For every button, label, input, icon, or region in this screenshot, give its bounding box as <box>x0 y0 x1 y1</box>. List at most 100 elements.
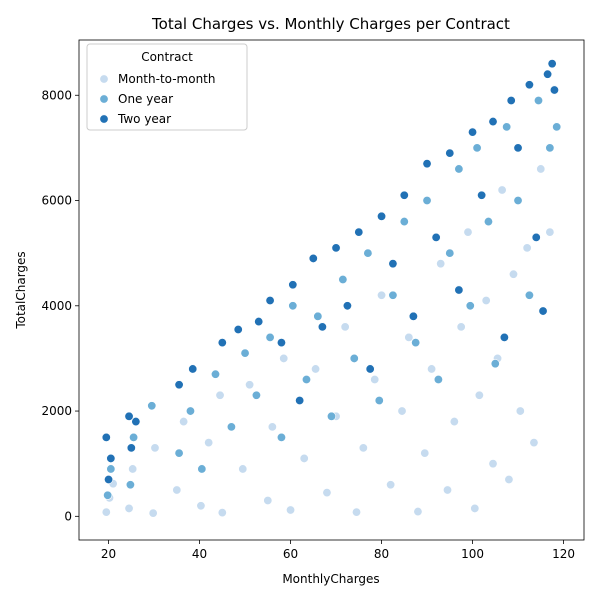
y-tick-label-3: 6000 <box>41 194 72 208</box>
data-point-s0-35 <box>443 485 453 495</box>
x-axis-label: MonthlyCharges <box>282 572 379 586</box>
data-point-s1-17 <box>326 411 336 421</box>
data-point-s0-42 <box>488 459 498 469</box>
data-point-s0-3 <box>124 503 134 513</box>
data-point-s2-27 <box>445 148 455 158</box>
y-tick-label-0: 0 <box>64 509 72 523</box>
legend-marker-2 <box>99 114 109 124</box>
data-point-s1-31 <box>483 217 493 227</box>
chart-title: Total Charges vs. Monthly Charges per Co… <box>151 15 510 33</box>
data-point-s0-23 <box>340 322 350 332</box>
data-point-s1-28 <box>454 164 464 174</box>
data-point-s2-33 <box>506 96 516 106</box>
data-point-s1-19 <box>349 353 359 363</box>
data-point-s2-28 <box>454 285 464 295</box>
data-point-s0-30 <box>404 332 414 342</box>
data-point-s1-12 <box>265 332 275 342</box>
legend-label-0: Month-to-month <box>118 72 216 86</box>
data-point-s0-21 <box>322 488 332 498</box>
data-point-s0-38 <box>463 227 473 237</box>
data-point-s0-5 <box>148 508 158 518</box>
data-point-s1-26 <box>433 374 443 384</box>
data-point-s2-25 <box>422 159 432 169</box>
data-point-s2-4 <box>126 443 136 453</box>
data-point-s0-41 <box>481 296 491 306</box>
data-point-s1-3 <box>129 432 139 442</box>
data-point-s2-37 <box>538 306 548 316</box>
data-point-s1-0 <box>103 490 113 500</box>
data-point-s2-10 <box>254 317 264 327</box>
x-tick-label-2: 60 <box>283 547 298 561</box>
data-point-s2-35 <box>524 80 534 90</box>
data-point-s0-26 <box>370 374 380 384</box>
data-point-s0-48 <box>522 243 532 253</box>
legend-title: Contract <box>141 50 193 64</box>
y-axis-label: TotalCharges <box>14 251 28 329</box>
data-point-s2-31 <box>488 117 498 127</box>
x-tick-label-5: 120 <box>552 547 575 561</box>
data-point-s1-16 <box>313 311 323 321</box>
data-point-s0-15 <box>263 496 273 506</box>
series-2 <box>101 59 559 484</box>
data-point-s0-14 <box>245 380 255 390</box>
data-point-s1-22 <box>388 290 398 300</box>
data-point-s0-25 <box>358 443 368 453</box>
data-point-s0-7 <box>172 485 182 495</box>
data-point-s0-27 <box>377 290 387 300</box>
data-point-s2-23 <box>399 190 409 200</box>
y-axis-ticks: 0 2000 4000 6000 8000 <box>41 88 79 523</box>
data-point-s0-0 <box>101 507 111 517</box>
data-point-s2-3 <box>124 411 134 421</box>
data-point-s1-14 <box>288 301 298 311</box>
data-point-s2-20 <box>365 364 375 374</box>
data-point-s1-7 <box>197 464 207 474</box>
data-point-s1-9 <box>226 422 236 432</box>
data-point-s1-15 <box>301 374 311 384</box>
data-point-s0-13 <box>238 464 248 474</box>
data-point-s2-8 <box>217 338 227 348</box>
data-point-s0-44 <box>497 185 507 195</box>
data-point-s2-26 <box>431 232 441 242</box>
data-point-s1-5 <box>174 448 184 458</box>
series-0 <box>101 164 555 518</box>
legend-label-2: Two year <box>117 112 171 126</box>
data-point-s0-33 <box>427 364 437 374</box>
data-point-s0-9 <box>196 501 206 511</box>
legend-items: Month-to-month One year Two year <box>99 72 216 126</box>
x-tick-label-0: 20 <box>101 547 116 561</box>
data-point-s0-12 <box>217 508 227 518</box>
data-point-s1-35 <box>524 290 534 300</box>
data-point-s1-37 <box>545 143 555 153</box>
data-point-s0-17 <box>279 353 289 363</box>
data-point-s0-49 <box>529 438 539 448</box>
data-point-s1-23 <box>399 217 409 227</box>
legend-label-1: One year <box>118 92 173 106</box>
data-point-s1-36 <box>533 96 543 106</box>
x-tick-label-3: 80 <box>374 547 389 561</box>
data-point-s0-16 <box>267 422 277 432</box>
data-point-s1-18 <box>338 274 348 284</box>
data-point-s0-45 <box>504 474 514 484</box>
data-point-s1-20 <box>363 248 373 258</box>
data-point-s0-4 <box>128 464 138 474</box>
data-point-s0-10 <box>204 438 214 448</box>
data-point-s2-1 <box>104 474 114 484</box>
data-point-s0-24 <box>352 507 362 517</box>
y-tick-label-2: 4000 <box>41 299 72 313</box>
data-point-s1-10 <box>240 348 250 358</box>
data-point-s2-7 <box>188 364 198 374</box>
data-point-s0-31 <box>413 507 423 517</box>
data-point-s2-29 <box>468 127 478 137</box>
data-point-s2-17 <box>331 243 341 253</box>
data-point-s2-39 <box>547 59 557 69</box>
data-point-s2-0 <box>101 432 111 442</box>
data-point-s0-47 <box>515 406 525 416</box>
data-point-s2-34 <box>513 143 523 153</box>
data-point-s2-32 <box>499 332 509 342</box>
data-point-s2-15 <box>308 253 318 263</box>
data-point-s2-18 <box>342 301 352 311</box>
x-tick-label-1: 40 <box>192 547 207 561</box>
data-point-s0-50 <box>536 164 546 174</box>
data-point-s2-2 <box>106 453 116 463</box>
